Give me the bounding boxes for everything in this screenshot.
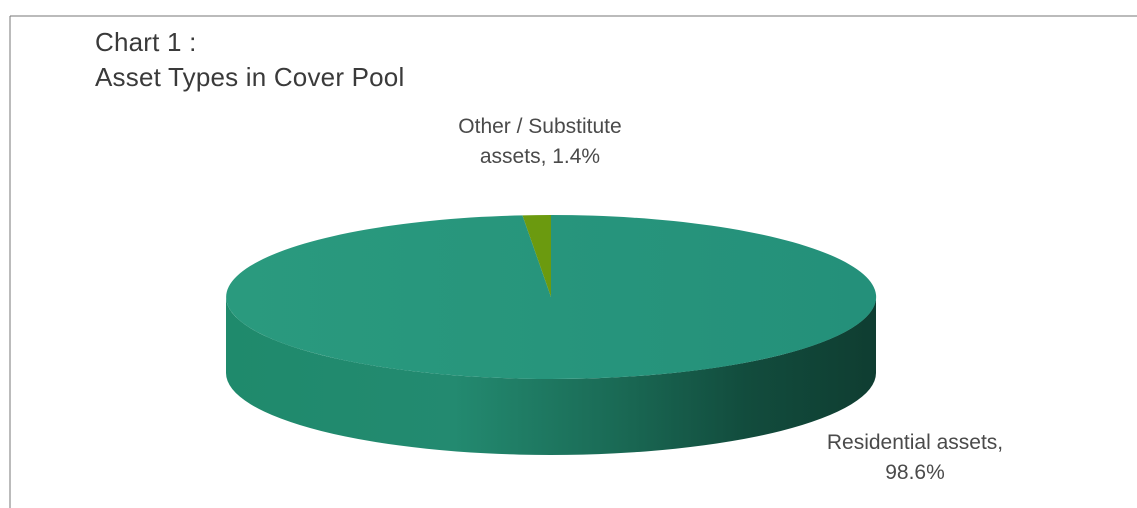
chart-title-line-1: Chart 1 : xyxy=(95,27,197,57)
data-label-other-line-1: Other / Substitute xyxy=(458,115,622,138)
data-label-residential-line-2: 98.6% xyxy=(885,461,945,484)
pie-side-wall xyxy=(226,297,876,455)
data-label-other-substitute-assets: Other / Substitute assets, 1.4% xyxy=(420,112,660,172)
pie-slice-residential-assets xyxy=(226,214,877,379)
data-label-residential-line-1: Residential assets, xyxy=(826,431,1004,454)
data-label-other-line-2: assets, 1.4% xyxy=(479,145,601,168)
chart-title-line-2: Asset Types in Cover Pool xyxy=(95,62,405,92)
data-label-residential-assets: Residential assets, 98.6% xyxy=(795,428,1035,488)
pie-slice-other-substitute-assets xyxy=(522,215,551,297)
